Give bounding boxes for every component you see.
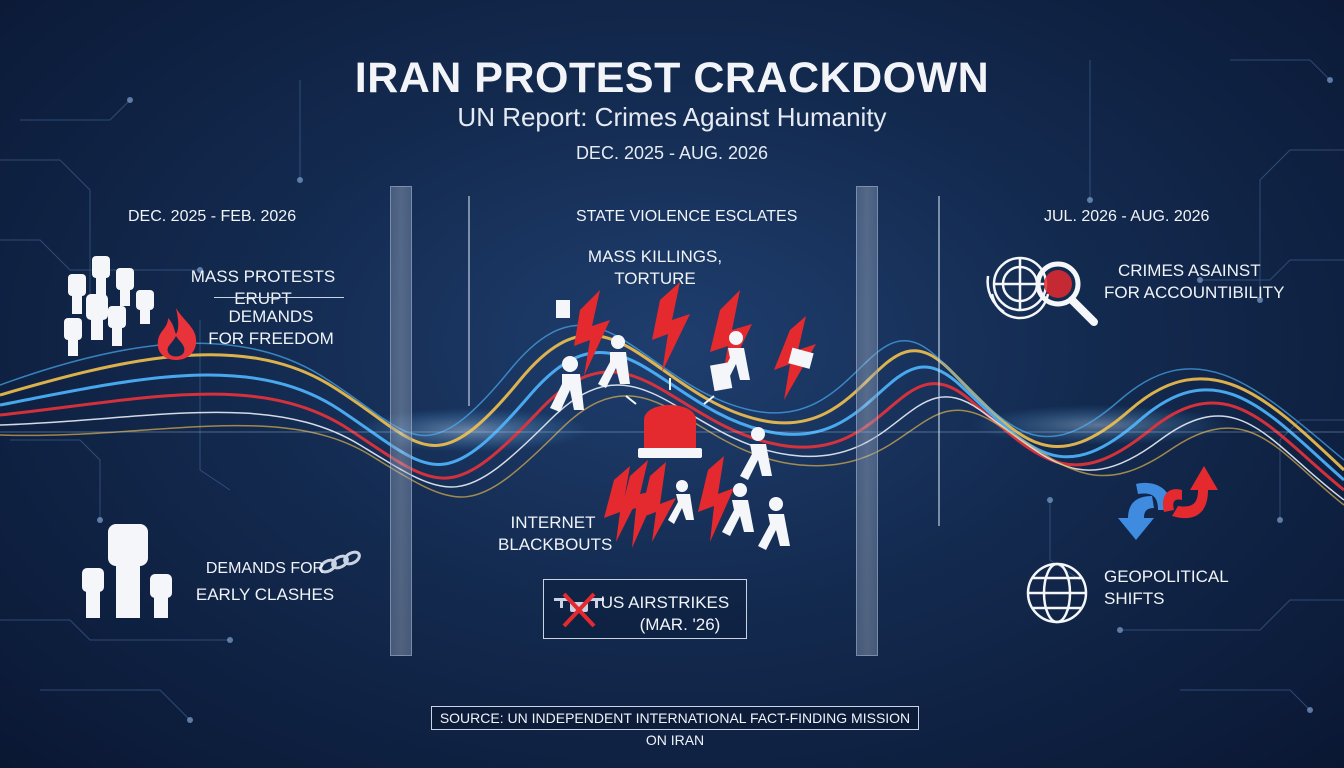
right-item-crimes-line1: CRIMES ASAINST xyxy=(1118,261,1261,280)
middle-item-airstrikes-line2: (MAR. '26) xyxy=(639,615,721,634)
left-item-clashes-line2: EARLY CLASHES xyxy=(195,585,335,604)
middle-item-us-airstrikes: US AIRSTRIKES (MAR. '26) xyxy=(600,592,730,636)
right-item-geopolitical-line2: SHIFTS xyxy=(1104,589,1165,608)
overall-date-range: DEC. 2025 - AUG. 2026 xyxy=(575,143,769,163)
page-title: IRAN PROTEST CRACKDOWN xyxy=(354,54,990,102)
left-item-mass-protests: MASS PROTESTS ERUPT xyxy=(190,267,336,308)
middle-item-killings-line2: TORTURE xyxy=(614,269,696,288)
right-phase-date: JUL. 2026 - AUG. 2026 xyxy=(1044,208,1210,225)
left-separator xyxy=(214,297,344,298)
flame-icon xyxy=(157,308,197,360)
wave-red xyxy=(0,370,1344,492)
middle-item-internet-blackouts: INTERNET BLACKBOUTS xyxy=(498,512,613,556)
right-item-geopolitical: GEOPOLITICAL SHIFTS xyxy=(1104,566,1234,610)
fleeing-figures-icon xyxy=(550,300,814,550)
un-emblem-icon xyxy=(986,256,1098,326)
divider-line-left xyxy=(468,196,470,406)
alarm-siren-icon xyxy=(625,378,715,458)
middle-item-blackouts-line1: INTERNET xyxy=(510,513,596,532)
raised-fists-icon xyxy=(64,256,154,356)
left-item-demands-line2: FOR FREEDOM xyxy=(208,329,334,348)
right-item-geopolitical-line1: GEOPOLITICAL xyxy=(1104,567,1229,586)
wave-blue xyxy=(0,351,1344,482)
left-item-early-clashes: DEMANDS FOR EARLY CLASHES xyxy=(190,558,340,606)
lightning-bolt-icon xyxy=(640,462,676,542)
left-item-demands-line1: DEMANDS xyxy=(228,307,314,326)
source-citation: SOURCE: UN INDEPENDENT INTERNATIONAL FAC… xyxy=(431,706,919,748)
divider-line-right xyxy=(938,196,940,526)
lightning-bolt-icon xyxy=(652,282,690,372)
divider-pillar-right xyxy=(856,186,878,656)
middle-item-airstrikes-line1: US AIRSTRIKES xyxy=(600,593,730,612)
lightning-bolt-icon xyxy=(620,460,658,548)
middle-phase-heading: STATE VIOLENCE ESCLATES xyxy=(576,208,798,225)
left-item-demands-freedom: DEMANDS FOR FREEDOM xyxy=(196,306,346,350)
left-phase-date: DEC. 2025 - FEB. 2026 xyxy=(128,208,297,225)
chain-icon xyxy=(319,550,361,574)
lightning-bolt-icon xyxy=(698,456,734,542)
middle-item-blackouts-line2: BLACKBOUTS xyxy=(498,535,613,554)
right-item-crimes: CRIMES ASAINST FOR ACCOUNTIBILITY xyxy=(1104,260,1294,304)
lightning-bolt-icon xyxy=(574,290,610,376)
drone-crossed-icon xyxy=(554,592,604,628)
page-subtitle: UN Report: Crimes Against Humanity xyxy=(457,102,887,132)
middle-item-killings-line1: MASS KILLINGS, xyxy=(587,247,723,266)
middle-item-mass-killings: MASS KILLINGS, TORTURE xyxy=(580,246,730,290)
wave-white xyxy=(0,384,1344,501)
magnifier-icon xyxy=(1035,261,1098,326)
divider-pillar-left xyxy=(390,186,412,656)
right-item-crimes-line2: FOR ACCOUNTIBILITY xyxy=(1104,283,1285,302)
arrows-exchange-icon xyxy=(1118,466,1218,540)
wave-yellow xyxy=(0,333,1344,472)
lightning-bolt-icon xyxy=(604,466,640,542)
violence-scene-icon xyxy=(550,282,816,550)
left-item-clashes-line1: DEMANDS FOR xyxy=(205,560,325,577)
globe-icon xyxy=(1026,562,1088,624)
large-fists-icon xyxy=(82,524,172,618)
